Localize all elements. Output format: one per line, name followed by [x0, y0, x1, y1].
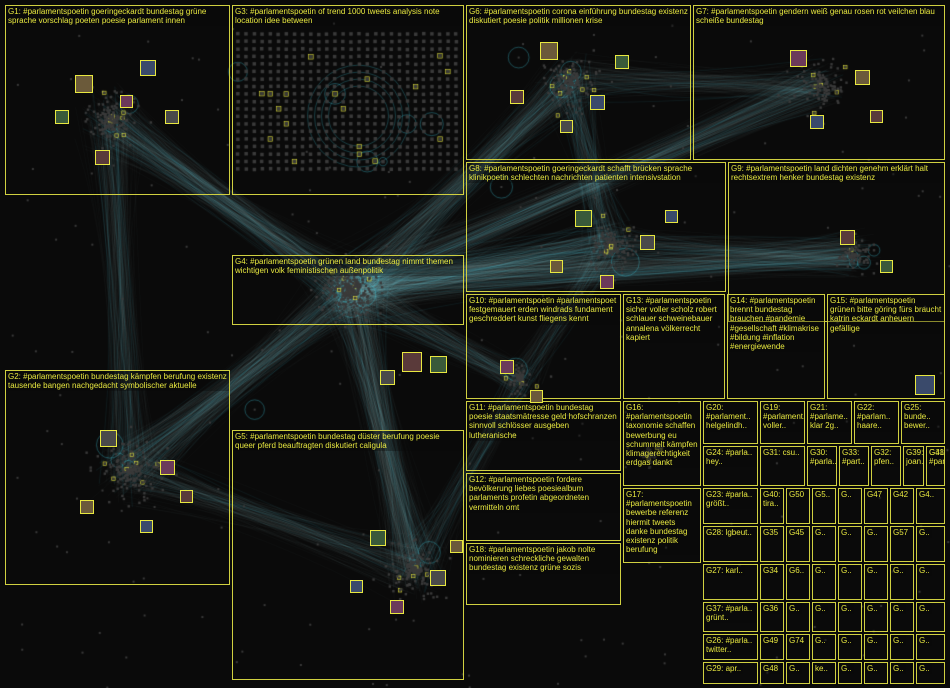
avatar-node	[560, 120, 573, 133]
avatar-node	[430, 570, 446, 586]
avatar-node	[450, 540, 463, 553]
avatar-node	[390, 600, 404, 614]
avatar-node	[100, 430, 117, 447]
avatar-node	[180, 490, 193, 503]
avatar-node	[350, 580, 363, 593]
avatar-node	[402, 352, 422, 372]
avatar-node	[55, 110, 69, 124]
network-graph-canvas	[0, 0, 950, 688]
avatar-node	[120, 95, 133, 108]
avatar-node	[430, 356, 447, 373]
avatar-node	[370, 530, 386, 546]
avatar-node	[600, 275, 614, 289]
avatar-node	[590, 95, 605, 110]
avatar-node	[640, 235, 655, 250]
avatar-node	[165, 110, 179, 124]
avatar-node	[530, 390, 543, 403]
avatar-node	[500, 360, 514, 374]
avatar-node	[665, 210, 678, 223]
avatar-node	[80, 500, 94, 514]
avatar-node	[915, 375, 935, 395]
avatar-node	[790, 50, 807, 67]
avatar-node	[510, 90, 524, 104]
avatar-node	[810, 115, 824, 129]
avatar-node	[615, 55, 629, 69]
avatar-node	[550, 260, 563, 273]
avatar-node	[95, 150, 110, 165]
avatar-node	[140, 520, 153, 533]
avatar-node	[880, 260, 893, 273]
avatar-node	[575, 210, 592, 227]
avatar-node	[840, 230, 855, 245]
avatar-node	[380, 370, 395, 385]
avatar-node	[160, 460, 175, 475]
avatar-node	[75, 75, 93, 93]
avatar-node	[855, 70, 870, 85]
avatar-node	[540, 42, 558, 60]
avatar-node	[140, 60, 156, 76]
avatar-node	[870, 110, 883, 123]
